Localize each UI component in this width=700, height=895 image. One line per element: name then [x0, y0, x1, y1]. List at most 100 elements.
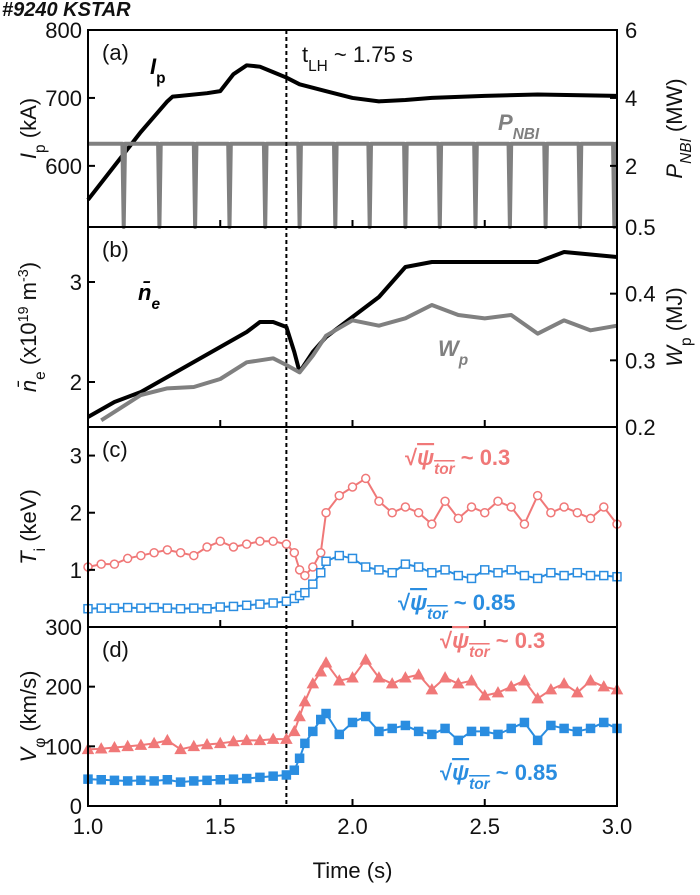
y-tick-label: 800: [45, 18, 82, 43]
marker: [280, 732, 293, 744]
y-tick-label: 200: [45, 675, 82, 700]
label-part: T: [16, 550, 41, 565]
panel-frame: [87, 426, 618, 628]
marker: [109, 603, 120, 613]
marker: [162, 603, 173, 613]
marker: [453, 513, 464, 524]
y2-tick-label: 4: [625, 86, 637, 111]
marker: [174, 742, 187, 755]
marker: [161, 733, 174, 746]
label-part: -3: [16, 269, 32, 282]
label-part: ~ 1.75 s: [328, 42, 413, 67]
label-part: (keV): [16, 489, 41, 548]
marker: [281, 596, 292, 607]
series-label: √ψtor ~ 0.3: [405, 445, 510, 478]
y-axis-label: Ti (keV): [16, 489, 49, 565]
marker: [546, 507, 556, 518]
marker: [255, 772, 265, 783]
marker: [453, 735, 464, 746]
marker: [374, 496, 384, 507]
label-part: √: [440, 628, 453, 653]
y2-tick-label: 2: [625, 154, 637, 179]
marker: [134, 738, 148, 750]
x-tick-label: 2.0: [337, 814, 368, 839]
y2-tick-label: 6: [625, 18, 637, 43]
marker: [189, 776, 199, 786]
marker: [241, 539, 252, 549]
marker: [215, 602, 225, 612]
marker: [147, 736, 161, 749]
y-axis-label: Vφ (km/s): [16, 671, 49, 763]
label-part: ~ 0.85: [490, 760, 558, 785]
y-axis-label: n̄e (x1019 m-3): [16, 262, 49, 392]
marker: [559, 723, 569, 734]
marker: [175, 547, 186, 558]
y-tick-label: 3: [70, 270, 82, 295]
marker: [268, 771, 278, 781]
label-part: e: [151, 296, 160, 313]
marker: [136, 775, 146, 786]
label-part: ~ 0.3: [455, 445, 511, 470]
label-part: I: [16, 153, 41, 159]
marker: [321, 556, 331, 567]
label-part: p: [458, 352, 468, 369]
marker: [466, 502, 477, 512]
panel-label: (c): [102, 437, 128, 462]
y-tick-label: 0: [70, 794, 82, 819]
marker: [440, 565, 450, 575]
marker: [215, 774, 225, 785]
marker: [122, 553, 133, 564]
label-part: n̄: [16, 380, 41, 392]
marker: [374, 565, 384, 575]
marker: [175, 777, 186, 787]
label-part: (km/s): [16, 671, 41, 738]
marker: [400, 559, 411, 569]
series-label: Ip: [150, 54, 166, 87]
label-part: t: [302, 42, 308, 67]
label-part: i: [32, 548, 49, 551]
marker: [597, 680, 611, 692]
label-part: ψ: [417, 445, 434, 470]
marker: [228, 774, 239, 784]
label-part: P: [662, 164, 687, 179]
marker: [162, 545, 173, 555]
marker: [228, 601, 239, 612]
marker: [413, 507, 424, 518]
series-label: Wp: [438, 336, 468, 369]
label-part: (MW): [662, 78, 687, 138]
marker: [293, 709, 306, 722]
marker: [425, 683, 439, 695]
label-part: ~ 0.85: [448, 590, 516, 615]
panel-frame: [87, 226, 618, 428]
marker: [308, 726, 318, 737]
marker: [308, 562, 318, 572]
label-part: tor: [469, 776, 491, 793]
marker: [213, 736, 227, 749]
label-part: √: [440, 760, 453, 785]
label-part: tor: [469, 644, 491, 661]
label-part: p: [156, 70, 165, 87]
label-part: ): [16, 262, 41, 269]
panel-label: (b): [102, 237, 129, 262]
marker: [599, 717, 609, 728]
marker: [387, 507, 397, 518]
marker: [559, 502, 569, 512]
marker: [300, 587, 310, 598]
label-part: NBI: [678, 138, 695, 164]
marker: [289, 547, 300, 558]
marker: [387, 567, 397, 578]
marker: [519, 717, 530, 728]
marker: [387, 723, 397, 734]
marker: [281, 539, 292, 549]
marker: [121, 739, 134, 752]
marker: [480, 507, 490, 518]
label-part: m: [16, 282, 41, 306]
marker: [399, 671, 412, 683]
marker: [413, 726, 424, 737]
marker: [334, 490, 345, 501]
marker: [228, 542, 239, 552]
marker: [346, 671, 359, 683]
marker: [585, 513, 596, 524]
